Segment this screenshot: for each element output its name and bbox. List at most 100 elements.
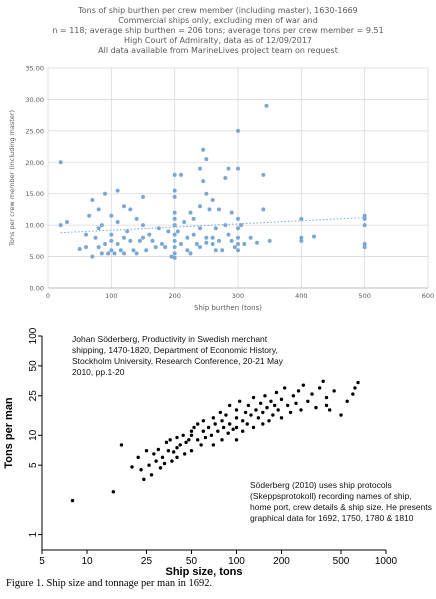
x-tick-label: 0 bbox=[46, 292, 50, 300]
data-point bbox=[248, 235, 253, 240]
data-point bbox=[249, 413, 253, 417]
data-point bbox=[203, 435, 208, 440]
data-point bbox=[332, 389, 336, 393]
data-point bbox=[109, 213, 114, 218]
data-point bbox=[156, 447, 161, 452]
data-point bbox=[158, 466, 163, 470]
data-point bbox=[198, 166, 202, 171]
data-point bbox=[261, 422, 265, 426]
data-point bbox=[362, 245, 367, 250]
data-point bbox=[279, 397, 284, 402]
data-point bbox=[172, 245, 177, 250]
data-point bbox=[232, 245, 237, 250]
data-point bbox=[217, 238, 221, 243]
data-point bbox=[227, 422, 232, 426]
data-point bbox=[166, 448, 171, 453]
data-point bbox=[111, 490, 116, 494]
data-point bbox=[147, 463, 151, 467]
data-point bbox=[317, 386, 322, 390]
data-point bbox=[128, 207, 133, 212]
data-point bbox=[128, 238, 133, 243]
data-point bbox=[324, 403, 329, 408]
data-point bbox=[310, 392, 314, 396]
x-tick-label: 300 bbox=[232, 292, 244, 300]
data-point bbox=[168, 438, 172, 442]
data-point bbox=[160, 242, 164, 246]
x-tick-label: 500 bbox=[333, 556, 350, 567]
data-point bbox=[210, 242, 215, 246]
data-point bbox=[152, 452, 156, 456]
data-point bbox=[220, 248, 225, 253]
data-point bbox=[272, 403, 277, 408]
data-point bbox=[84, 245, 88, 250]
data-point bbox=[130, 465, 134, 469]
data-point bbox=[188, 210, 193, 215]
data-point bbox=[210, 198, 215, 202]
data-point bbox=[251, 425, 256, 430]
data-point bbox=[299, 216, 304, 221]
data-point bbox=[299, 408, 303, 412]
data-point bbox=[224, 413, 228, 417]
data-point bbox=[125, 229, 130, 234]
y-tick-label: 10.00 bbox=[25, 222, 44, 230]
data-point bbox=[65, 220, 69, 224]
x-tick-label: 10 bbox=[81, 556, 93, 567]
data-point bbox=[282, 386, 287, 390]
data-point bbox=[321, 379, 325, 383]
data-point bbox=[234, 425, 239, 430]
data-point bbox=[172, 172, 177, 177]
data-point bbox=[236, 128, 240, 133]
data-point bbox=[285, 403, 290, 408]
data-point bbox=[166, 229, 171, 234]
data-point bbox=[294, 401, 298, 406]
data-point bbox=[115, 242, 120, 246]
x-tick-label: 1000 bbox=[375, 556, 398, 567]
data-point bbox=[265, 405, 269, 410]
data-point bbox=[184, 440, 188, 445]
figure-caption: Figure 1. Ship size and tonnage per man … bbox=[6, 578, 213, 589]
y-tick-label: 15.00 bbox=[25, 190, 44, 198]
data-point bbox=[179, 172, 183, 177]
data-point bbox=[149, 473, 154, 477]
data-point bbox=[175, 446, 179, 450]
y-tick-label: 30.00 bbox=[25, 96, 44, 104]
data-point bbox=[198, 245, 202, 250]
data-point bbox=[175, 455, 179, 460]
data-point bbox=[178, 443, 182, 447]
data-point bbox=[362, 216, 367, 221]
data-point bbox=[267, 419, 271, 423]
y-tick-label: 50 bbox=[28, 360, 39, 372]
data-point bbox=[99, 223, 104, 228]
data-point bbox=[236, 235, 240, 240]
data-point bbox=[207, 207, 212, 212]
data-point bbox=[169, 254, 174, 259]
data-point bbox=[296, 389, 301, 393]
data-point bbox=[198, 204, 202, 209]
data-point bbox=[339, 413, 343, 417]
data-point bbox=[122, 235, 126, 240]
data-point bbox=[204, 240, 209, 245]
data-point bbox=[103, 191, 107, 196]
data-point bbox=[115, 220, 120, 224]
data-point bbox=[236, 242, 240, 246]
data-point bbox=[198, 226, 202, 231]
data-point bbox=[134, 216, 139, 221]
data-point bbox=[209, 433, 214, 438]
data-point bbox=[345, 399, 349, 404]
data-point bbox=[356, 380, 360, 385]
data-point bbox=[231, 427, 235, 431]
x-tick-label: 100 bbox=[105, 292, 117, 300]
data-point bbox=[109, 248, 114, 253]
data-point bbox=[301, 383, 306, 387]
data-point bbox=[299, 238, 304, 243]
data-point bbox=[199, 443, 203, 447]
data-point bbox=[213, 248, 218, 253]
data-point bbox=[109, 232, 114, 237]
data-point bbox=[261, 172, 266, 177]
chart1-title-line: Commercial ships only, excluding men of … bbox=[118, 16, 318, 25]
burthen-scatter-chart: 0.00 5.00 10.00 15.00 20.00 25.00 30.00 35.00 0 1… bbox=[8, 65, 434, 313]
data-point bbox=[351, 392, 355, 396]
data-point bbox=[163, 245, 168, 250]
data-point bbox=[172, 223, 177, 228]
data-point bbox=[122, 251, 126, 256]
